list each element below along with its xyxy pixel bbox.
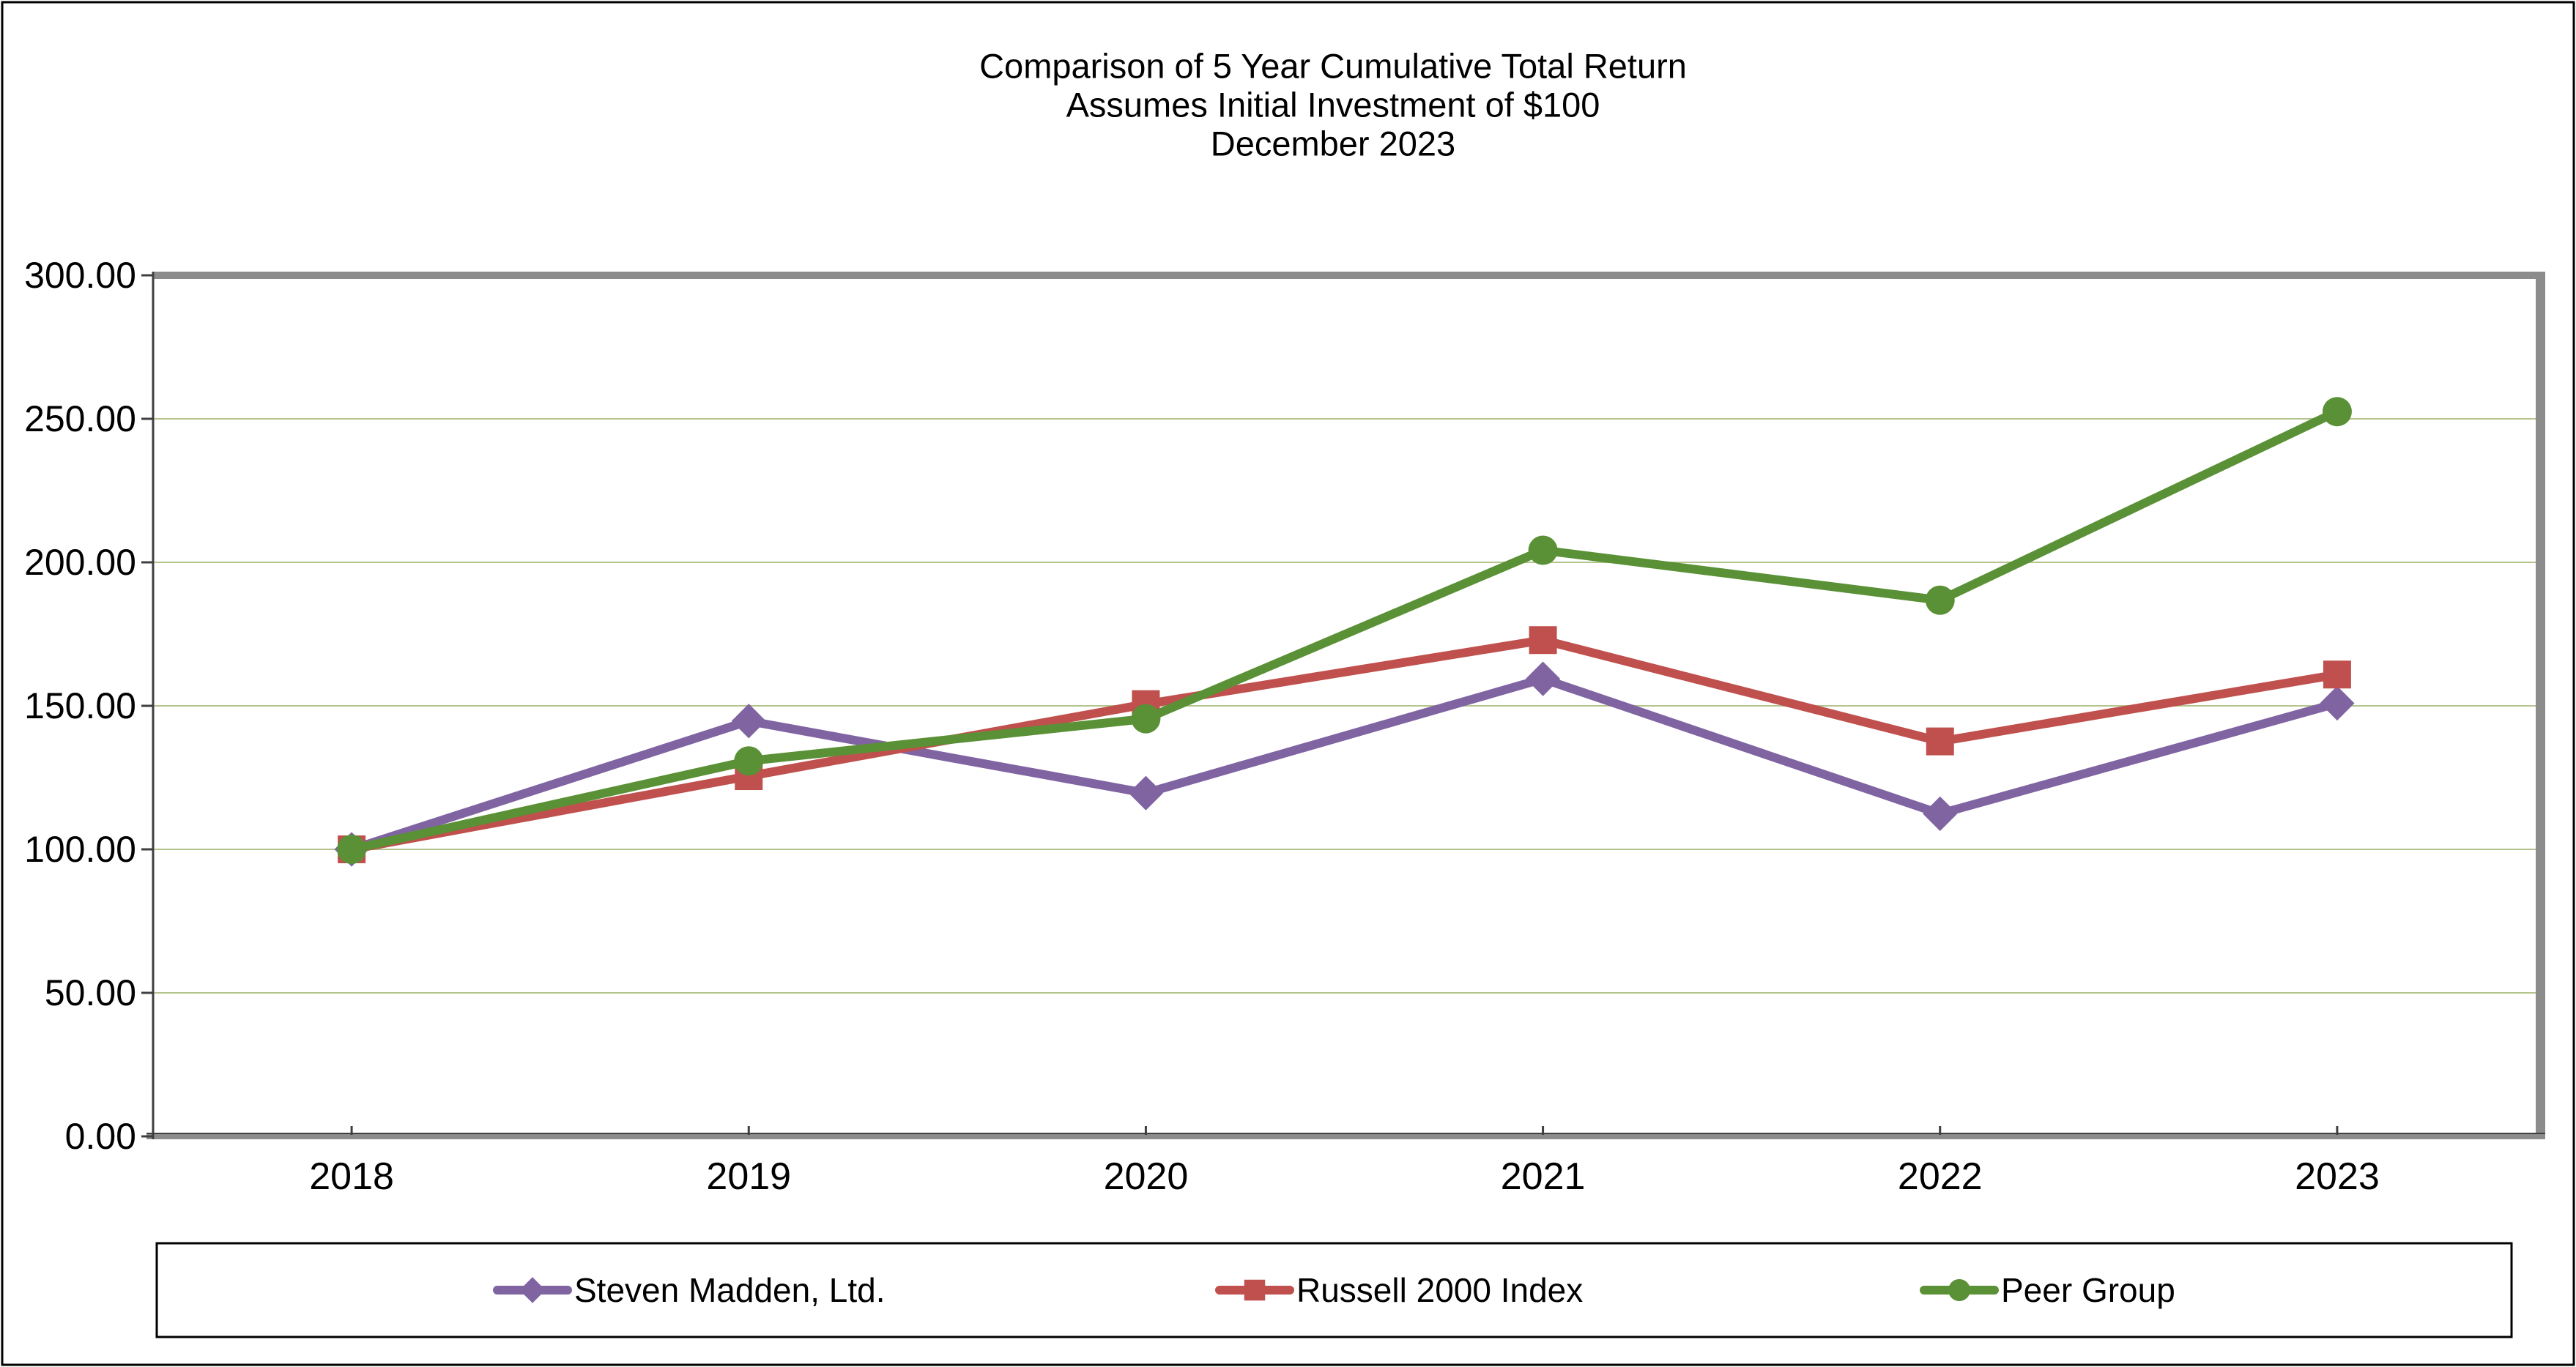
chart-title-line-3: December 2023 (1211, 124, 1455, 163)
marker-square-russell-2000-index-2022 (1926, 727, 1954, 756)
legend-marker-square-russell-2000-index (1244, 1279, 1266, 1301)
marker-circle-peer-group-2021 (1528, 535, 1558, 565)
legend: Steven Madden, Ltd. Russell 2000 Index Pee… (155, 1242, 2513, 1338)
x-tick-label-2023: 2023 (2295, 1155, 2380, 1198)
y-tick-label-200: 200.00 (24, 542, 136, 583)
marker-square-russell-2000-index-2021 (1529, 626, 1557, 655)
x-tick-label-2019: 2019 (706, 1155, 791, 1198)
marker-diamond-steven-madden-ltd-2023 (2320, 685, 2355, 721)
series-line-steven-madden-ltd (347, 674, 2342, 854)
marker-diamond-steven-madden-ltd-2021 (1525, 661, 1561, 696)
y-tick-label-0: 0.00 (65, 1116, 136, 1157)
x-tick-label-2018: 2018 (309, 1155, 394, 1198)
legend-entry-peer-group: Peer Group (1920, 1271, 2175, 1309)
legend-entry-russell-2000-index: Russell 2000 Index (1215, 1271, 1583, 1309)
y-tick-label-300: 300.00 (24, 255, 136, 296)
y-tick-label-50: 50.00 (45, 972, 136, 1013)
marker-circle-peer-group-2023 (2322, 397, 2352, 427)
marker-circle-peer-group-2018 (337, 835, 367, 864)
marker-circle-peer-group-2019 (734, 746, 764, 776)
y-tick-label-100: 100.00 (24, 829, 136, 870)
legend-marker-circle-peer-group (1948, 1279, 1970, 1301)
marker-circle-peer-group-2020 (1131, 704, 1161, 734)
marker-diamond-steven-madden-ltd-2022 (1923, 796, 1958, 831)
plot-border-right (2536, 272, 2545, 1139)
y-tick-label-250: 250.00 (24, 398, 136, 439)
plot-area: 0.00 50.00 100.00 150.00 200.00 250.00 300.00 2… (24, 255, 2545, 1198)
legend-label-peer-group: Peer Group (2001, 1271, 2175, 1309)
series-line-peer-group (347, 407, 2342, 854)
chart-title-line-1: Comparison of 5 Year Cumulative Total Re… (979, 47, 1687, 86)
x-tick-label-2021: 2021 (1501, 1155, 1586, 1198)
chart-title-line-2: Assumes Initial Investment of $100 (1066, 86, 1600, 124)
marker-diamond-steven-madden-ltd-2020 (1128, 775, 1164, 811)
marker-square-russell-2000-index-2023 (2323, 660, 2351, 689)
plot-border-top (153, 272, 2545, 279)
legend-entry-steven-madden-ltd: Steven Madden, Ltd. (493, 1271, 886, 1309)
marker-diamond-steven-madden-ltd-2019 (731, 704, 766, 739)
legend-label-steven-madden-ltd: Steven Madden, Ltd. (574, 1271, 886, 1309)
series-line-russell-2000-index (347, 636, 2342, 854)
marker-circle-peer-group-2022 (1925, 585, 1955, 615)
x-tick-label-2022: 2022 (1898, 1155, 1983, 1198)
y-tick-label-150: 150.00 (24, 685, 136, 726)
x-axis-line (146, 1133, 2545, 1139)
x-tick-label-2020: 2020 (1104, 1155, 1189, 1198)
legend-label-russell-2000-index: Russell 2000 Index (1296, 1271, 1583, 1309)
legend-marker-diamond-steven-madden-ltd (519, 1277, 546, 1303)
